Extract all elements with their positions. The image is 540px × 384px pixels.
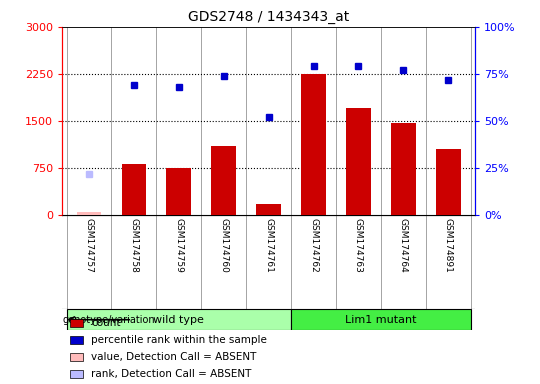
Bar <box>70 336 83 344</box>
Bar <box>211 146 236 215</box>
Text: count: count <box>91 318 120 328</box>
Bar <box>66 309 291 330</box>
Title: GDS2748 / 1434343_at: GDS2748 / 1434343_at <box>188 10 349 25</box>
Bar <box>166 168 191 215</box>
Text: GSM174764: GSM174764 <box>399 218 408 273</box>
Text: GSM174757: GSM174757 <box>85 218 93 273</box>
Bar <box>77 212 102 215</box>
Text: value, Detection Call = ABSENT: value, Detection Call = ABSENT <box>91 352 256 362</box>
Text: percentile rank within the sample: percentile rank within the sample <box>91 335 267 345</box>
Bar <box>70 353 83 361</box>
Text: wild type: wild type <box>153 314 204 325</box>
Text: GSM174761: GSM174761 <box>264 218 273 273</box>
Text: GSM174891: GSM174891 <box>444 218 453 273</box>
Bar <box>256 204 281 215</box>
Bar <box>346 108 371 215</box>
Bar <box>301 74 326 215</box>
Bar <box>436 149 461 215</box>
Text: GSM174759: GSM174759 <box>174 218 184 273</box>
Text: GSM174758: GSM174758 <box>130 218 138 273</box>
Text: rank, Detection Call = ABSENT: rank, Detection Call = ABSENT <box>91 369 252 379</box>
Bar <box>70 370 83 377</box>
Text: GSM174763: GSM174763 <box>354 218 363 273</box>
Text: GSM174760: GSM174760 <box>219 218 228 273</box>
Bar <box>70 319 83 327</box>
Bar <box>391 124 416 215</box>
Bar <box>122 164 146 215</box>
Bar <box>291 309 471 330</box>
Text: GSM174762: GSM174762 <box>309 218 318 273</box>
Text: genotype/variation: genotype/variation <box>63 314 155 325</box>
Text: Lim1 mutant: Lim1 mutant <box>345 314 417 325</box>
